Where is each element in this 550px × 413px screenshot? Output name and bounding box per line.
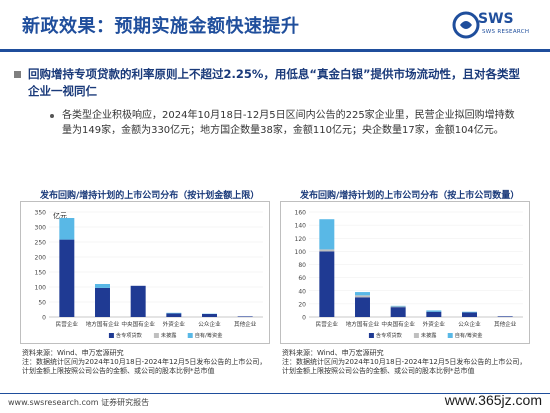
legend-label: 未披露 — [421, 331, 437, 339]
chart-title-left: 发布回购/增持计划的上市公司分布（按计划金额上限） — [40, 191, 260, 201]
x-tick-label: 地方国有企业 — [346, 320, 380, 328]
sub-bullet-text: 各类型企业积极响应，2024年10月18日-12月5日区间内公告的225家企业里… — [62, 110, 515, 136]
bar-自有/筹资金-地方国有企业 — [95, 284, 110, 288]
bar-含专项贷款-其他企业 — [497, 316, 513, 317]
legend-swatch — [153, 333, 159, 338]
square-bullet-icon — [14, 71, 21, 78]
legend-label: 含专项贷款 — [116, 331, 143, 339]
bar-含专项贷款-民营企业 — [319, 251, 335, 317]
y-tick-label: 100 — [35, 285, 47, 292]
y-tick-label: 250 — [35, 240, 47, 247]
y-tick-label: 300 — [35, 225, 47, 232]
bar-含专项贷款-中央国有企业 — [130, 285, 146, 317]
note-left-text: 资料来源：Wind、申万宏源研究 注：数据统计区间为2024年10月18日-20… — [22, 349, 267, 375]
y-tick-label: 160 — [295, 210, 307, 217]
bar-未披露-民营企业 — [319, 249, 335, 252]
legend-swatch — [447, 333, 453, 338]
y-tick-label: 150 — [35, 270, 47, 277]
chart-left: 0 50 100 150 200 250 300 350 亿元民营企业 地方国有企业 中央国有企业外… — [20, 201, 270, 344]
y-tick-label: 100 — [295, 249, 307, 256]
bar-含专项贷款-外资企业 — [426, 311, 442, 317]
legend-label: 自有/筹资金 — [455, 331, 483, 339]
y-tick-label: 120 — [295, 236, 307, 243]
x-tick-label: 民营企业 — [56, 320, 79, 328]
bar-未披露-中央国有企业 — [390, 306, 406, 308]
logo-text: SWS — [478, 11, 514, 27]
bar-未披露-地方国有企业 — [355, 295, 370, 298]
watermark: www.365jz.com — [444, 392, 542, 408]
y-tick-label: 50 — [38, 300, 46, 307]
footer-line — [0, 393, 550, 394]
bar-含专项贷款-公众企业 — [202, 314, 217, 317]
dot-bullet-icon — [50, 114, 54, 118]
x-tick-label: 中央国有企业 — [121, 320, 155, 328]
legend-label: 含专项贷款 — [376, 331, 403, 339]
y-tick-label: 40 — [298, 288, 306, 295]
chart-right-svg: 0 20 40 60 80 100 120 140 160 民营企业 地方国有企业 中央国有企业 外资企… — [295, 210, 523, 339]
page-title: 新政效果：预期实施金额快速提升 — [22, 16, 300, 37]
footer-text: www.swsresearch.com 证券研究报告 — [8, 398, 150, 407]
chart-note-right: 资料来源：Wind、申万宏源研究 注：数据统计区间为2024年10月18日-20… — [282, 349, 532, 376]
x-tick-label: 公众企业 — [458, 320, 481, 328]
bar-含专项贷款-民营企业 — [59, 239, 75, 317]
bar-自有/筹资金-公众企业 — [462, 311, 477, 313]
x-tick-label: 其他企业 — [234, 320, 257, 328]
bar-含专项贷款-公众企业 — [462, 312, 477, 317]
y-tick-label: 350 — [35, 210, 47, 217]
x-tick-label: 外资企业 — [163, 320, 186, 328]
unit-label: 亿元 — [53, 211, 67, 220]
main-bullet: 回购增持专项贷款的利率原则上不超过2.25%，用低息“真金白银”提供市场流动性，… — [14, 66, 528, 100]
bar-含专项贷款-中央国有企业 — [390, 307, 406, 317]
legend-swatch — [413, 333, 419, 338]
bar-自有/筹资金-地方国有企业 — [355, 292, 370, 296]
chart-title-right: 发布回购/增持计划的上市公司分布（按上市公司数量） — [300, 191, 520, 201]
y-tick-label: 0 — [302, 315, 306, 322]
x-tick-label: 地方国有企业 — [86, 320, 120, 328]
legend-swatch — [368, 333, 374, 338]
legend-label: 未披露 — [161, 331, 177, 339]
x-tick-label: 公众企业 — [198, 320, 221, 328]
sub-bullet: 各类型企业积极响应，2024年10月18日-12月5日区间内公告的225家企业里… — [50, 108, 522, 138]
legend-swatch — [187, 333, 193, 338]
legend-label: 自有/筹资金 — [195, 331, 223, 339]
bar-含专项贷款-地方国有企业 — [355, 297, 370, 317]
bar-自有/筹资金-民营企业 — [319, 219, 335, 250]
bar-自有/筹资金-外资企业 — [426, 310, 442, 312]
y-tick-label: 140 — [295, 223, 307, 230]
logo-subtext: SWS RESEARCH — [482, 29, 530, 35]
sws-logo — [452, 11, 480, 39]
bar-自有/筹资金-中央国有企业 — [390, 305, 406, 307]
bar-含专项贷款-外资企业 — [166, 313, 182, 317]
legend-swatch — [108, 333, 114, 338]
y-tick-label: 80 — [298, 262, 306, 269]
y-tick-label: 200 — [35, 255, 47, 262]
chart-note-left: 资料来源：Wind、申万宏源研究 注：数据统计区间为2024年10月18日-20… — [22, 349, 272, 376]
note-right-text: 资料来源：Wind、申万宏源研究 注：数据统计区间为2024年10月18日-20… — [282, 349, 527, 375]
bar-自有/筹资金-民营企业 — [59, 218, 75, 240]
main-bullet-text: 回购增持专项贷款的利率原则上不超过2.25%，用低息“真金白银”提供市场流动性，… — [28, 67, 521, 98]
chart-right: 0 20 40 60 80 100 120 140 160 民营企业 地方国有企业 中央国有企业 外资企… — [280, 201, 530, 344]
bar-含专项贷款-地方国有企业 — [95, 287, 110, 317]
x-tick-label: 中央国有企业 — [381, 320, 415, 328]
x-tick-label: 外资企业 — [423, 320, 446, 328]
x-tick-label: 其他企业 — [494, 320, 517, 328]
bar-自有/筹资金-外资企业 — [166, 312, 182, 314]
title-bar: 新政效果：预期实施金额快速提升 — [0, 0, 550, 52]
bar-含专项贷款-其他企业 — [237, 316, 253, 317]
y-tick-label: 20 — [298, 301, 306, 308]
chart-left-svg: 0 50 100 150 200 250 300 350 亿元民营企业 地方国有企业 中央国有企业外… — [35, 210, 263, 339]
y-tick-label: 60 — [298, 275, 306, 282]
y-tick-label: 0 — [42, 315, 46, 322]
x-tick-label: 民营企业 — [316, 320, 339, 328]
